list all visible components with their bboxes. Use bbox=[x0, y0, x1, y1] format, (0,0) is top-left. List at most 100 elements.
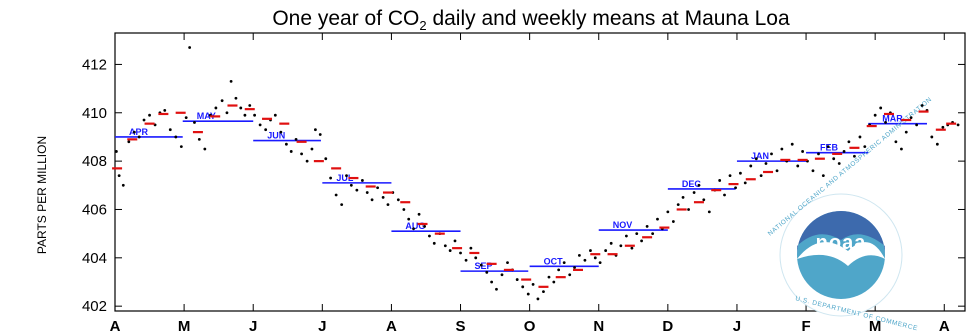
noaa-logo-word: noaa bbox=[816, 232, 867, 254]
daily-point bbox=[692, 191, 696, 194]
weekly-means bbox=[112, 104, 957, 288]
daily-point bbox=[428, 234, 431, 238]
daily-point bbox=[132, 130, 136, 134]
noaa-logo: NATIONAL OCEANIC AND ATMOSPHERIC ADMINIS… bbox=[767, 96, 934, 332]
daily-point bbox=[780, 147, 784, 151]
monthly-mean-label: OCT bbox=[544, 256, 564, 266]
daily-point bbox=[417, 212, 421, 216]
daily-values bbox=[114, 46, 960, 301]
daily-point bbox=[759, 174, 763, 178]
x-tick-label: F bbox=[801, 318, 810, 335]
daily-point bbox=[305, 159, 309, 163]
daily-point bbox=[536, 297, 540, 301]
daily-point bbox=[873, 113, 877, 117]
daily-point bbox=[853, 154, 856, 158]
daily-point bbox=[635, 232, 639, 236]
daily-point bbox=[811, 169, 815, 173]
x-tick-label: J bbox=[249, 318, 257, 335]
x-tick-label: A bbox=[386, 318, 397, 335]
daily-point bbox=[220, 99, 224, 103]
daily-point bbox=[666, 210, 670, 214]
x-tick-label: J bbox=[318, 318, 326, 335]
daily-point bbox=[681, 195, 685, 199]
x-tick-label: A bbox=[939, 318, 950, 335]
daily-point bbox=[790, 142, 794, 146]
daily-point bbox=[826, 145, 830, 149]
daily-point bbox=[577, 254, 581, 257]
y-tick-label: 410 bbox=[82, 105, 107, 122]
x-tick-label: N bbox=[593, 318, 604, 335]
daily-point bbox=[179, 145, 183, 149]
daily-point bbox=[174, 135, 178, 139]
daily-point bbox=[469, 246, 473, 250]
daily-point bbox=[801, 150, 805, 153]
daily-point bbox=[279, 130, 283, 134]
daily-point bbox=[334, 193, 338, 197]
daily-point bbox=[531, 283, 535, 286]
daily-point bbox=[832, 157, 836, 161]
daily-point bbox=[775, 169, 779, 173]
daily-point bbox=[770, 152, 773, 156]
daily-point bbox=[904, 130, 908, 134]
daily-point bbox=[935, 142, 939, 146]
daily-point bbox=[909, 116, 913, 120]
daily-point bbox=[340, 203, 344, 207]
daily-point bbox=[764, 162, 768, 165]
daily-point bbox=[318, 133, 322, 136]
monthly-mean-label: APR bbox=[129, 127, 149, 137]
daily-point bbox=[203, 147, 207, 151]
daily-point bbox=[188, 46, 192, 49]
daily-point bbox=[376, 186, 380, 190]
chart-title-suffix: daily and weekly means at Mauna Loa bbox=[427, 7, 790, 30]
daily-point bbox=[314, 128, 317, 132]
monthly-mean-label: FEB bbox=[820, 143, 839, 153]
daily-point bbox=[459, 251, 462, 255]
daily-point bbox=[723, 193, 726, 197]
daily-point bbox=[448, 249, 452, 252]
daily-point bbox=[645, 224, 649, 228]
daily-point bbox=[515, 278, 519, 281]
y-tick-label: 404 bbox=[82, 250, 107, 267]
daily-point bbox=[474, 256, 478, 260]
daily-point bbox=[258, 123, 262, 127]
daily-point bbox=[671, 220, 675, 223]
daily-point bbox=[609, 241, 613, 245]
daily-point bbox=[521, 285, 525, 289]
daily-point bbox=[547, 275, 551, 279]
daily-point bbox=[225, 111, 229, 115]
daily-point bbox=[821, 174, 825, 178]
daily-point bbox=[858, 135, 862, 139]
x-tick-label: A bbox=[110, 318, 121, 335]
daily-point bbox=[370, 198, 374, 202]
daily-point bbox=[630, 246, 634, 250]
x-axis: AMJJASONDJFMAMJ bbox=[110, 33, 950, 335]
y-tick-label: 408 bbox=[82, 153, 107, 170]
daily-point bbox=[310, 147, 314, 151]
daily-point bbox=[453, 239, 457, 243]
daily-point bbox=[676, 203, 680, 207]
daily-point bbox=[847, 140, 851, 144]
daily-point bbox=[360, 179, 364, 182]
daily-point bbox=[754, 157, 758, 161]
monthly-mean-label: JUN bbox=[267, 131, 285, 141]
daily-point bbox=[479, 263, 483, 267]
daily-point bbox=[568, 273, 572, 277]
daily-point bbox=[624, 234, 628, 238]
daily-point bbox=[114, 150, 118, 153]
daily-point bbox=[300, 152, 303, 156]
daily-point bbox=[117, 174, 121, 178]
monthly-mean-label: NOV bbox=[613, 220, 633, 230]
daily-point bbox=[329, 176, 333, 180]
daily-point bbox=[702, 198, 706, 202]
plot-frame bbox=[114, 32, 966, 312]
x-tick-label: M bbox=[869, 318, 882, 335]
daily-point bbox=[386, 203, 390, 207]
daily-point bbox=[464, 258, 468, 262]
daily-point bbox=[121, 183, 125, 187]
daily-point bbox=[837, 162, 841, 165]
daily-point bbox=[349, 183, 353, 187]
daily-point bbox=[863, 145, 867, 149]
daily-point bbox=[127, 140, 131, 144]
noaa-logo-gull bbox=[797, 242, 885, 266]
daily-point bbox=[573, 266, 576, 269]
